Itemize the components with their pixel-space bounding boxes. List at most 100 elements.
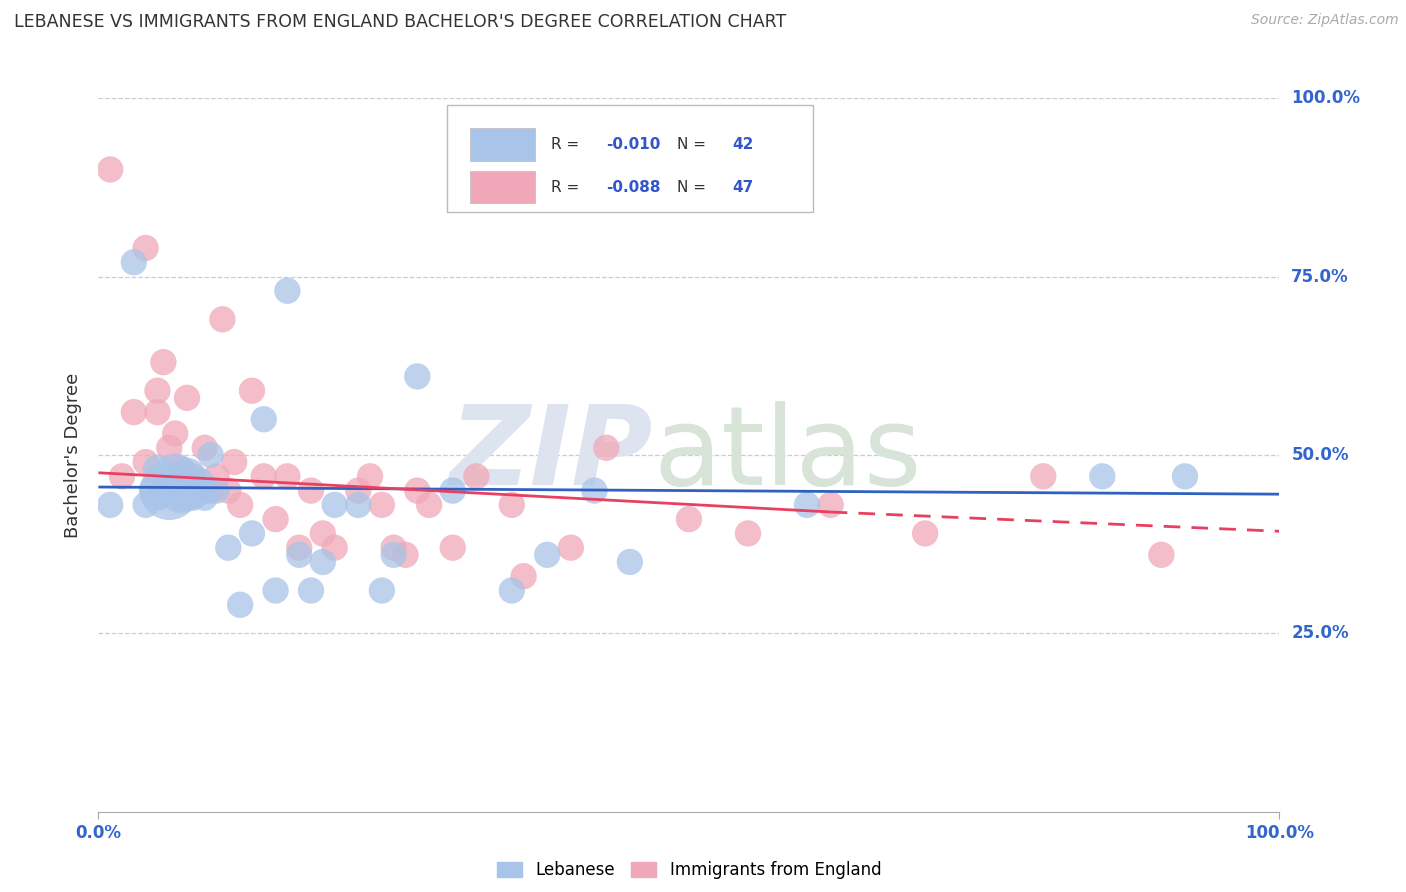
Point [1032,469,1054,483]
Point [181,469,204,483]
FancyBboxPatch shape [471,171,536,203]
Point [264,583,287,598]
FancyBboxPatch shape [471,128,536,161]
Point [200,448,222,462]
Point [595,441,617,455]
Text: N =: N = [678,180,711,194]
Point [98,498,121,512]
Point [146,405,169,419]
Text: 75.0%: 75.0% [1291,268,1348,285]
Point [560,541,582,555]
Point [194,441,217,455]
Point [299,583,322,598]
Point [217,541,239,555]
Text: R =: R = [551,137,583,152]
Text: R =: R = [551,180,583,194]
Point [135,455,157,469]
Point [187,476,209,491]
Point [146,491,169,505]
Point [229,498,252,512]
Point [288,548,311,562]
Point [323,541,346,555]
Point [441,483,464,498]
Point [181,483,204,498]
Point [240,384,263,398]
Point [157,476,180,491]
Point [176,469,198,483]
Point [512,569,534,583]
Point [465,469,488,483]
Point [135,241,157,255]
Point [170,462,193,476]
Point [98,162,121,177]
Point [170,491,193,505]
Point [122,405,145,419]
Point [406,483,429,498]
Text: 100.0%: 100.0% [1291,89,1360,107]
Text: N =: N = [678,137,711,152]
Point [176,391,198,405]
Point [152,355,174,369]
Point [253,469,276,483]
Point [820,498,842,512]
Text: LEBANESE VS IMMIGRANTS FROM ENGLAND BACHELOR'S DEGREE CORRELATION CHART: LEBANESE VS IMMIGRANTS FROM ENGLAND BACH… [14,13,786,31]
Point [347,498,370,512]
Point [536,548,558,562]
Point [157,441,180,455]
Point [240,526,263,541]
Point [678,512,700,526]
Text: 47: 47 [733,180,754,194]
Point [371,583,394,598]
Point [194,483,217,498]
Point [382,548,405,562]
Text: 42: 42 [733,137,754,152]
Point [737,526,759,541]
Point [170,483,193,498]
Text: -0.088: -0.088 [606,180,661,194]
Point [276,284,298,298]
Point [1150,548,1173,562]
Point [165,469,187,483]
Point [253,412,276,426]
Text: 25.0%: 25.0% [1291,624,1348,642]
Point [194,491,217,505]
Point [146,462,169,476]
Point [371,498,394,512]
Point [914,526,936,541]
Point [347,483,370,498]
Legend: Lebanese, Immigrants from England: Lebanese, Immigrants from England [489,855,889,886]
Point [441,541,464,555]
Point [181,491,204,505]
Point [299,483,322,498]
Point [229,598,252,612]
Text: -0.010: -0.010 [606,137,661,152]
Point [135,498,157,512]
Point [359,469,381,483]
Point [205,469,228,483]
Point [501,583,523,598]
Point [146,384,169,398]
Point [501,498,523,512]
Point [276,469,298,483]
Point [288,541,311,555]
Point [157,483,180,498]
Point [122,255,145,269]
Point [152,483,174,498]
Point [146,483,169,498]
Point [264,512,287,526]
Point [394,548,416,562]
Point [224,455,246,469]
Point [217,483,239,498]
Point [165,426,187,441]
Point [211,312,233,326]
Text: atlas: atlas [654,401,922,508]
Text: 50.0%: 50.0% [1291,446,1348,464]
Point [312,555,335,569]
FancyBboxPatch shape [447,105,813,212]
Point [1091,469,1114,483]
Point [205,483,228,498]
Point [323,498,346,512]
Point [382,541,405,555]
Point [619,555,641,569]
Point [200,483,222,498]
